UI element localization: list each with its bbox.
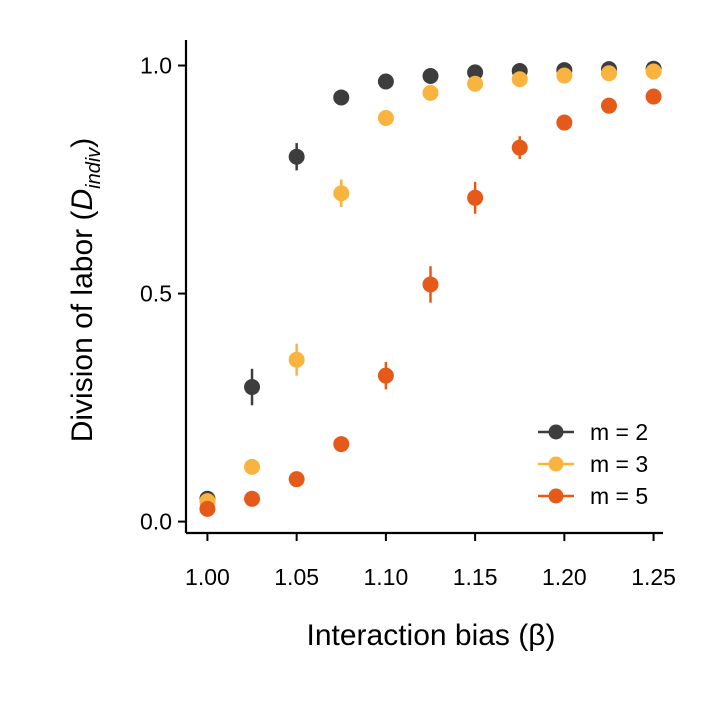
y-axis-title-variable: D — [66, 189, 99, 211]
plot-area — [199, 60, 662, 517]
data-point — [288, 471, 305, 488]
data-point — [333, 89, 350, 106]
data-point — [422, 84, 439, 101]
data-point — [556, 114, 573, 131]
data-point — [288, 351, 305, 368]
x-tick-label: 1.10 — [364, 564, 409, 590]
y-axis-title: Division of labor (Dindiv) — [66, 138, 105, 443]
legend-marker — [548, 424, 564, 440]
data-point — [333, 436, 350, 453]
data-point — [422, 276, 439, 293]
y-axis: 0.0 0.5 1.0 — [140, 40, 188, 535]
x-tick-label: 1.20 — [542, 564, 587, 590]
data-point — [467, 64, 484, 81]
x-axis: 1.00 1.05 1.10 1.15 1.20 1.25 — [185, 531, 676, 590]
data-point — [244, 458, 261, 475]
data-point — [244, 490, 261, 507]
data-point — [467, 75, 484, 92]
x-axis-title: Interaction bias (β) — [306, 619, 555, 652]
data-point — [600, 97, 617, 114]
x-tick-label: 1.05 — [274, 564, 319, 590]
data-point — [645, 88, 662, 105]
data-point — [422, 68, 439, 85]
x-tick-label: 1.25 — [631, 564, 676, 590]
y-tick-label: 1.0 — [140, 53, 172, 79]
legend-item: m = 2 — [538, 419, 648, 445]
data-point — [511, 71, 528, 88]
legend-item: m = 3 — [538, 451, 648, 477]
y-axis-title-close: ) — [66, 138, 99, 148]
legend-item: m = 5 — [538, 483, 648, 509]
data-point — [244, 379, 261, 396]
data-point — [199, 500, 216, 517]
legend-marker — [548, 488, 564, 504]
y-axis-title-subscript: indiv — [83, 147, 105, 189]
legend-marker — [548, 456, 564, 472]
data-point — [377, 367, 394, 384]
data-point — [467, 189, 484, 206]
data-point — [511, 139, 528, 156]
x-tick-label: 1.15 — [453, 564, 498, 590]
y-tick-label: 0.0 — [140, 509, 172, 535]
legend-label: m = 2 — [590, 419, 648, 445]
legend-label: m = 5 — [590, 483, 648, 509]
x-tick-label: 1.00 — [185, 564, 230, 590]
legend: m = 2 m = 3 m = 5 — [538, 419, 648, 509]
data-point — [645, 63, 662, 80]
data-point — [377, 73, 394, 90]
data-point — [556, 67, 573, 84]
data-point — [288, 148, 305, 165]
data-point — [333, 185, 350, 202]
y-axis-title-main: Division of labor ( — [66, 211, 99, 443]
data-point — [600, 65, 617, 82]
y-tick-label: 0.5 — [140, 281, 172, 307]
series-3 — [199, 88, 662, 517]
data-point — [377, 109, 394, 126]
legend-label: m = 3 — [590, 451, 648, 477]
